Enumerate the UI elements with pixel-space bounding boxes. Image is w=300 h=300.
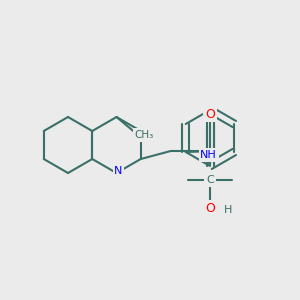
Text: H: H [224,205,232,215]
Text: O: O [205,107,215,121]
Text: N: N [140,128,148,138]
Text: O: O [205,202,215,214]
Text: N: N [114,166,123,176]
Text: CH₃: CH₃ [135,130,154,140]
Text: NH: NH [200,150,217,160]
Text: C: C [206,175,214,185]
